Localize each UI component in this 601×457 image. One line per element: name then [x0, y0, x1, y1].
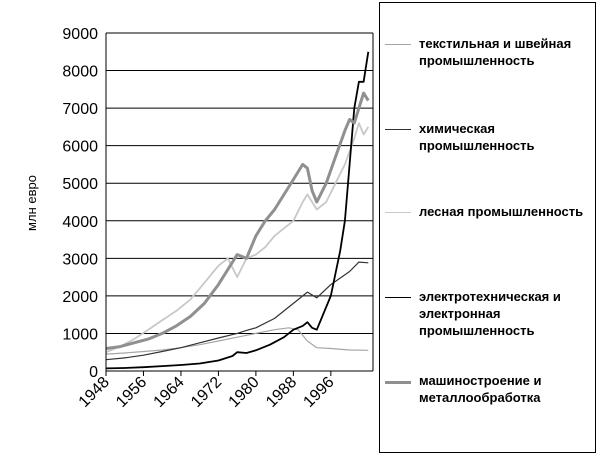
x-tick-label: 1964	[151, 374, 188, 411]
legend-swatch	[385, 297, 411, 298]
y-tick-label: 9000	[62, 26, 98, 43]
series-line-0	[105, 327, 369, 355]
x-tick-label: 1980	[226, 374, 263, 411]
y-tick-label: 5000	[62, 176, 98, 193]
y-tick-label: 3000	[62, 251, 98, 268]
y-tick-label: 8000	[62, 64, 98, 81]
x-tick-labels: 1948 1956 1964 1972 1980 1988 1996	[76, 374, 338, 411]
y-tick-label: 4000	[62, 214, 98, 231]
y-tick-label: 7000	[62, 101, 98, 118]
y-axis-label: млн евро	[24, 175, 39, 231]
legend-label: машиностроение и металлообработка	[419, 373, 542, 405]
y-tick-label: 0	[89, 364, 98, 381]
legend-label: лесная промышленность	[419, 204, 584, 219]
y-tick-labels: 0 1000 2000 3000 4000 5000 6000 7000 8000 9000	[62, 26, 98, 381]
y-tick-label: 2000	[62, 289, 98, 306]
x-tick-label: 1948	[76, 374, 113, 411]
x-tick-label: 1972	[188, 374, 225, 411]
legend-label: химическая промышленность	[419, 121, 535, 153]
y-tick-label: 1000	[62, 326, 98, 343]
y-tick-label: 6000	[62, 139, 98, 156]
series-line-3	[105, 51, 370, 370]
legend-label: электротехническая и электронная промышл…	[419, 289, 561, 338]
legend-swatch	[385, 381, 411, 384]
legend: текстильная и швейная промышленность хими…	[379, 2, 596, 453]
series-layer	[105, 51, 370, 370]
legend-label: текстильная и швейная промышленность	[419, 36, 572, 68]
series-line-2	[105, 122, 370, 354]
gridlines	[106, 32, 373, 334]
legend-swatch	[385, 212, 411, 213]
series-line-4	[105, 91, 370, 350]
x-tick-label: 1956	[113, 374, 150, 411]
legend-swatch	[385, 44, 411, 45]
x-tick-label: 1988	[263, 374, 300, 411]
legend-swatch	[385, 129, 411, 130]
x-tick-label: 1996	[300, 374, 337, 411]
axes	[105, 33, 374, 376]
